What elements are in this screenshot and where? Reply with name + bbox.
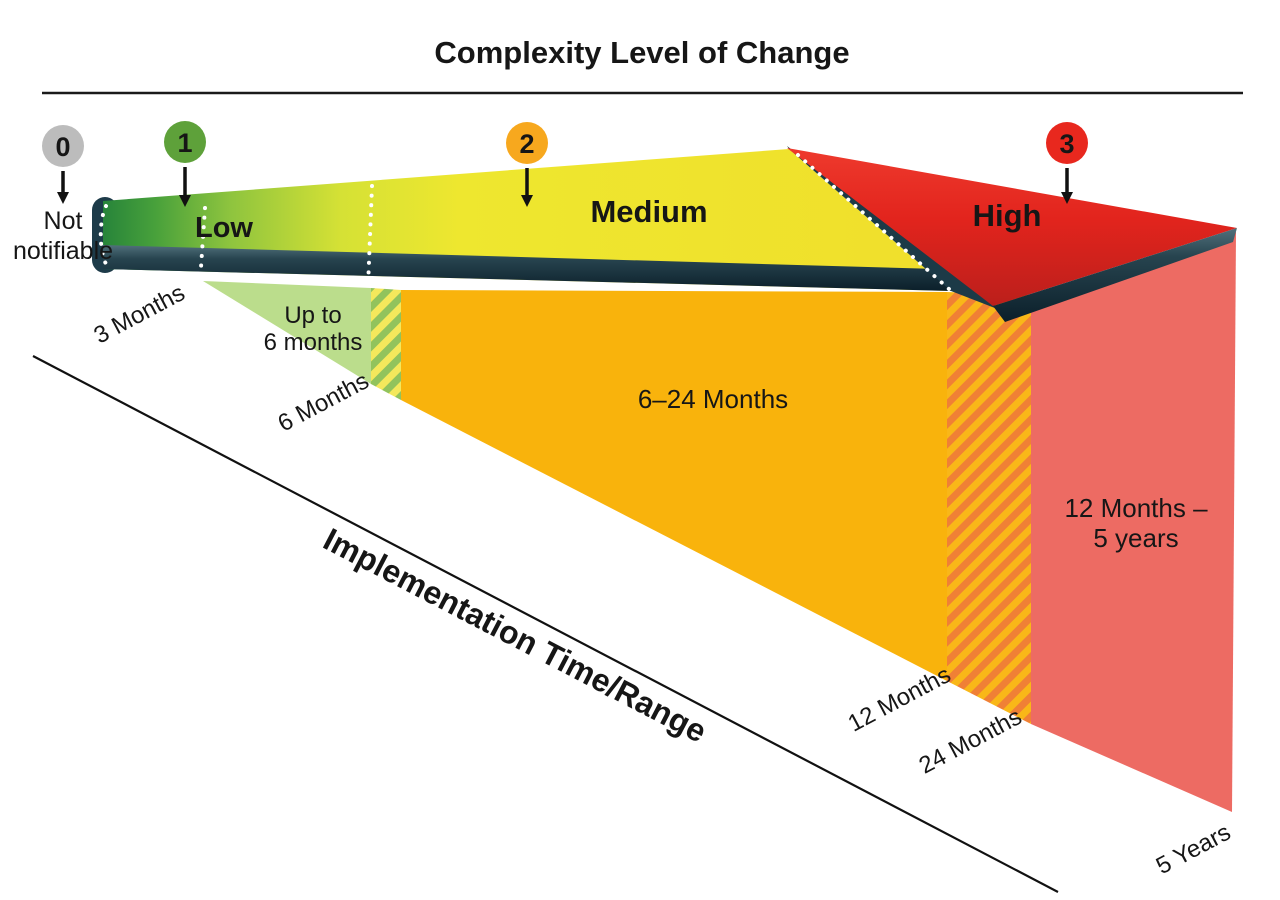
level-2-circle [506, 122, 548, 164]
level-0-label-line1: Not [44, 207, 83, 235]
level-0-circle [42, 125, 84, 167]
level-1-marker: 1 [164, 121, 206, 207]
dotted-divider-low-start [198, 206, 207, 284]
band-underside [103, 245, 951, 291]
level-3-marker: 3 [1046, 122, 1088, 204]
level-1-arrow-head [179, 195, 191, 207]
duration-high-line2: 5 years [1093, 523, 1178, 553]
high-arrowhead [787, 148, 1237, 306]
level-1-circle [164, 121, 206, 163]
level-2-marker: 2 [506, 122, 548, 207]
tick-6-months: 6 Months [274, 367, 374, 437]
tick-12-months: 12 Months [844, 661, 956, 737]
hatch-strip-medium-high [947, 292, 1031, 724]
page-title: Complexity Level of Change [434, 35, 849, 70]
level-0-arrow-head [57, 192, 69, 204]
band-label-medium: Medium [590, 194, 707, 229]
dotted-divider-left-cap [98, 204, 108, 266]
duration-medium: 6–24 Months [638, 384, 788, 414]
level-2-number: 2 [519, 129, 534, 159]
level-0-number: 0 [55, 132, 70, 162]
level-0-marker: 0 Not notifiable [13, 125, 113, 265]
band-label-high: High [973, 198, 1042, 233]
duration-high-line1: 12 Months – [1064, 493, 1208, 523]
band-label-low: Low [195, 212, 253, 244]
level-0-label-line2: notifiable [13, 237, 113, 265]
tick-5-years: 5 Years [1152, 819, 1235, 880]
hatch-strip-low-medium [371, 288, 401, 400]
duration-panel-high [1031, 232, 1236, 812]
level-1-number: 1 [177, 128, 192, 158]
level-3-circle [1046, 122, 1088, 164]
tick-3-months: 3 Months [90, 279, 190, 349]
level-2-arrow-head [521, 195, 533, 207]
duration-panel-low [203, 281, 371, 384]
duration-panel-medium [401, 290, 947, 681]
level-3-number: 3 [1059, 129, 1074, 159]
duration-low-line1: Up to [284, 302, 341, 329]
level-3-arrow-head [1061, 192, 1073, 204]
arrowhead-underside [993, 228, 1237, 322]
tick-24-months: 24 Months [915, 703, 1027, 779]
duration-low-line2: 6 months [264, 329, 363, 356]
axis-line [32, 355, 1059, 893]
axis-label: Implementation Time/Range [318, 521, 713, 750]
